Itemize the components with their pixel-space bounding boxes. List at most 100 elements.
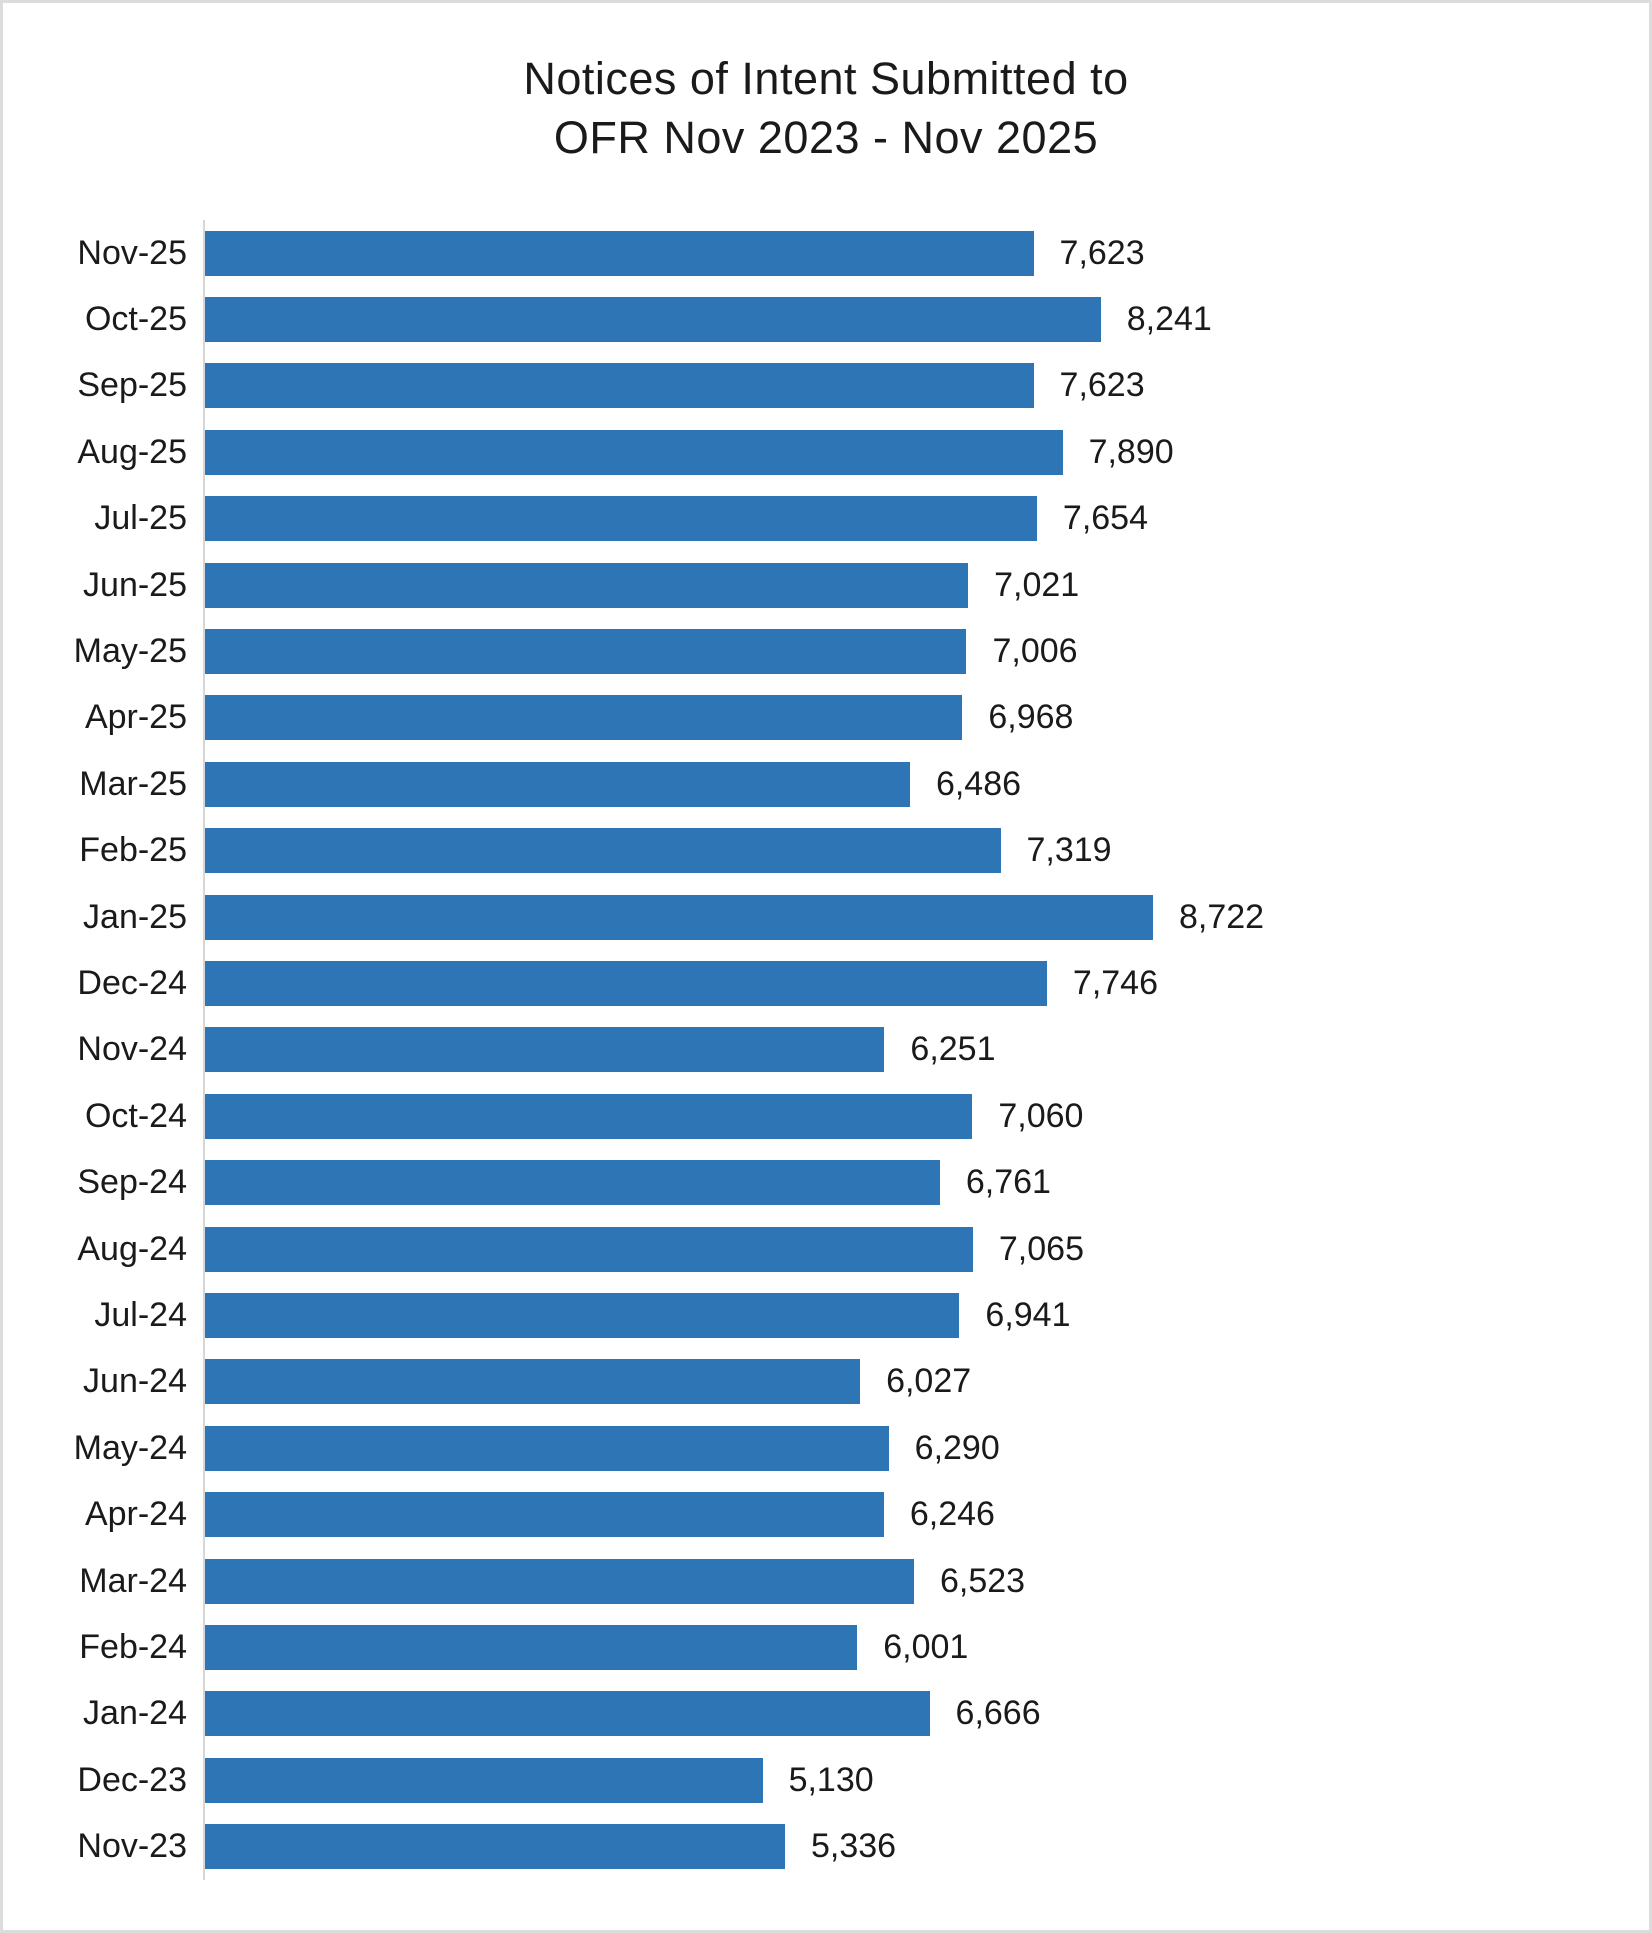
bar-row: Jan-24 6,666: [3, 1680, 1649, 1747]
bar-track: 6,941: [203, 1282, 1649, 1349]
bar: [205, 1757, 763, 1803]
bar-row: Jun-25 7,021: [3, 551, 1649, 619]
bar-row: Dec-24 7,746: [3, 950, 1649, 1017]
bar-row: Feb-24 6,001: [3, 1614, 1649, 1681]
category-label: Jan-25: [83, 897, 187, 936]
bar-track: 7,319: [203, 817, 1649, 884]
value-label: 6,001: [883, 1627, 969, 1666]
bar: [205, 429, 1063, 475]
value-label: 8,241: [1126, 300, 1212, 339]
bar-track: 7,890: [203, 419, 1649, 486]
bar: [205, 1425, 889, 1471]
bar-row: Oct-25 8,241: [3, 286, 1649, 353]
chart-title-line-1: Notices of Intent Submitted to: [523, 53, 1129, 104]
bar: [205, 1160, 940, 1206]
value-label: 7,060: [998, 1096, 1084, 1135]
bar-track: 6,523: [203, 1547, 1649, 1615]
bar-row: Mar-24 6,523: [3, 1547, 1649, 1615]
category-label: Sep-24: [77, 1163, 187, 1202]
value-label: 6,486: [935, 764, 1022, 803]
category-label: Mar-25: [79, 764, 187, 803]
value-label: 7,623: [1059, 233, 1145, 272]
value-label: 5,336: [810, 1827, 897, 1866]
bar-row: Feb-25 7,319: [3, 817, 1649, 884]
bar: [205, 894, 1153, 940]
category-label: Jun-24: [83, 1362, 187, 1401]
bar: [205, 1558, 914, 1604]
bar-track: 8,241: [203, 286, 1649, 353]
bar: [205, 1292, 960, 1338]
category-label: Aug-24: [77, 1229, 187, 1268]
value-label: 7,890: [1088, 432, 1174, 471]
bar: [205, 960, 1047, 1006]
value-label: 6,246: [909, 1495, 995, 1534]
value-label: 6,251: [910, 1030, 996, 1069]
bar-row: Jul-24 6,941: [3, 1282, 1649, 1349]
value-label: 7,319: [1026, 831, 1112, 870]
bar-track: 7,060: [203, 1083, 1649, 1150]
bar: [205, 1624, 858, 1670]
value-label: 6,666: [955, 1694, 1041, 1733]
category-label: Nov-25: [77, 233, 187, 272]
category-label: Jul-25: [94, 499, 187, 538]
value-label: 6,968: [988, 698, 1074, 737]
value-label: 7,065: [998, 1229, 1084, 1268]
bar-track: 6,486: [203, 751, 1649, 818]
value-label: 7,654: [1062, 499, 1148, 538]
bar-track: 6,968: [203, 684, 1649, 752]
category-label: Feb-24: [79, 1627, 187, 1666]
category-label: Mar-24: [79, 1561, 187, 1600]
bar: [205, 761, 910, 807]
value-label: 8,722: [1179, 897, 1265, 936]
bar-row: Nov-23 5,336: [3, 1813, 1649, 1880]
category-label: Dec-24: [77, 963, 187, 1002]
bar-row: Sep-25 7,623: [3, 352, 1649, 420]
bar-track: 6,246: [203, 1481, 1649, 1548]
value-label: 7,021: [994, 565, 1080, 604]
bar: [205, 695, 963, 741]
value-label: 6,941: [985, 1295, 1071, 1334]
plot-area: Nov-25 7,623 Oct-25 8,241 Sep-25 7,623 Aug-25 7…: [3, 220, 1649, 1880]
bar-track: 7,623: [203, 220, 1649, 287]
value-label: 6,027: [886, 1362, 972, 1401]
category-label: Aug-25: [77, 432, 187, 471]
category-label: Jun-25: [83, 565, 187, 604]
bar: [205, 1226, 973, 1272]
category-label: Sep-25: [77, 366, 187, 405]
category-label: Apr-24: [84, 1495, 187, 1534]
bar-row: Jul-25 7,654: [3, 485, 1649, 552]
bar-row: Apr-24 6,246: [3, 1481, 1649, 1548]
category-label: Jul-24: [94, 1295, 187, 1334]
bar-row: Oct-24 7,060: [3, 1083, 1649, 1150]
bar-track: 7,654: [203, 485, 1649, 552]
bar-track: 6,666: [203, 1680, 1649, 1747]
bar: [205, 496, 1037, 542]
chart-title: Notices of Intent Submitted to OFR Nov 2…: [3, 49, 1649, 167]
value-label: 7,006: [992, 632, 1078, 671]
bar-track: 5,130: [203, 1746, 1649, 1814]
bar-row: May-25 7,006: [3, 618, 1649, 685]
bar-track: 7,021: [203, 551, 1649, 619]
bar-row: Jan-25 8,722: [3, 883, 1649, 951]
bar-row: Sep-24 6,761: [3, 1149, 1649, 1216]
bar: [205, 629, 967, 675]
bar-track: 5,336: [203, 1813, 1649, 1880]
bar: [205, 828, 1001, 874]
bar: [205, 1027, 885, 1073]
bar-track: 6,761: [203, 1149, 1649, 1216]
bar-row: Apr-25 6,968: [3, 684, 1649, 752]
bar-track: 7,746: [203, 950, 1649, 1017]
bar-row: Nov-24 6,251: [3, 1016, 1649, 1084]
bar-track: 6,251: [203, 1016, 1649, 1084]
bar-row: Mar-25 6,486: [3, 751, 1649, 818]
bar-row: Dec-23 5,130: [3, 1746, 1649, 1814]
bar: [205, 230, 1034, 276]
bar: [205, 363, 1034, 409]
value-label: 6,761: [965, 1163, 1051, 1202]
bar: [205, 1359, 861, 1405]
category-label: Apr-25: [84, 698, 187, 737]
bar-track: 6,290: [203, 1415, 1649, 1482]
category-label: May-25: [73, 632, 187, 671]
value-label: 6,290: [914, 1428, 1000, 1467]
